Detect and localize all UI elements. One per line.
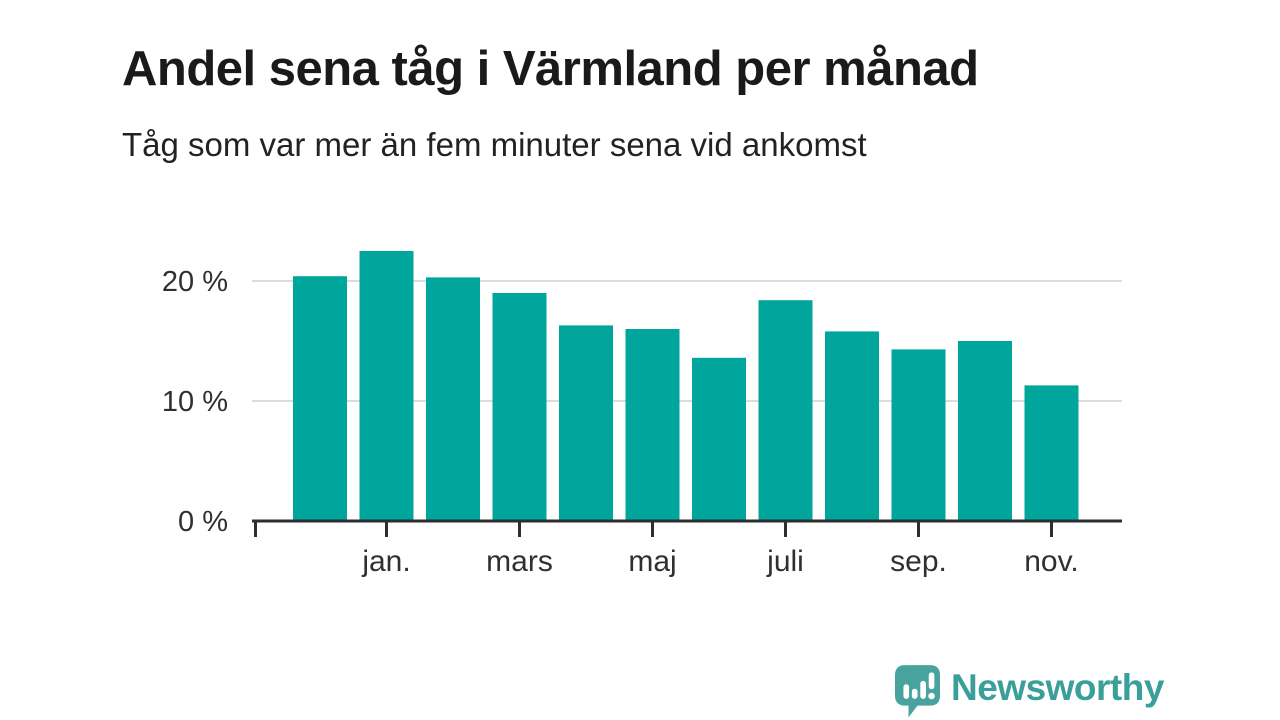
bar-maj: [625, 329, 680, 521]
y-tick-label-20: 20 %: [162, 266, 228, 298]
newsworthy-logo-icon: [895, 664, 940, 717]
bar-apr.: [559, 325, 613, 521]
bar-feb.: [426, 277, 480, 521]
x-tick-label-maj: maj: [628, 545, 676, 578]
chart-subtitle: Tåg som var mer än fem minuter sena vid …: [122, 126, 867, 163]
logo-bar-1: [903, 683, 910, 699]
bar-juni: [692, 357, 746, 521]
x-tick-label-sep.: sep.: [890, 545, 947, 578]
bar-mars: [492, 293, 547, 521]
y-tick-label-10: 10 %: [162, 386, 228, 418]
x-tick-label-mars: mars: [486, 545, 553, 578]
chart-title: Andel sena tåg i Värmland per månad: [122, 41, 979, 96]
x-tick-label-nov.: nov.: [1024, 545, 1078, 578]
y-tick-label-0: 0 %: [178, 506, 228, 538]
bar-aug.: [825, 331, 879, 521]
bar-jan.: [359, 251, 414, 521]
bar-dec.: [293, 276, 347, 521]
logo-exclamation-dot: [928, 692, 935, 699]
bar-okt.: [958, 341, 1012, 521]
brand-name: Newsworthy: [951, 666, 1164, 708]
logo-exclamation-bar: [928, 671, 935, 689]
logo-bar-3: [920, 680, 926, 699]
brand-footer: Newsworthy: [895, 663, 1164, 719]
bar-juli: [758, 300, 813, 521]
x-tick-label-jan.: jan.: [361, 545, 410, 578]
bar-nov.: [1024, 385, 1079, 521]
logo-bar-2: [911, 688, 918, 699]
bar-sep.: [891, 349, 946, 521]
x-tick-label-juli: juli: [766, 545, 804, 578]
